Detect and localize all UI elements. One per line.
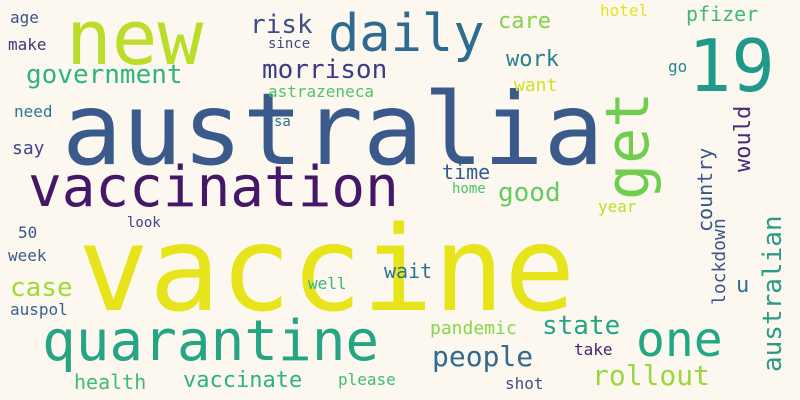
word-lockdown: lockdown: [709, 218, 730, 305]
word-care: care: [498, 9, 551, 34]
word-time: time: [442, 160, 491, 184]
word-would: would: [731, 105, 756, 172]
word-daily: daily: [328, 4, 485, 64]
word-please: please: [338, 370, 396, 389]
word-go: go: [668, 57, 688, 76]
word-need: need: [14, 102, 53, 121]
word-19: 19: [688, 24, 775, 108]
word-well: well: [308, 274, 347, 293]
word-vaccination: vaccination: [28, 155, 399, 220]
word-age: age: [10, 8, 39, 27]
word-vaccine: vaccine: [78, 200, 576, 338]
word-shot: shot: [505, 374, 544, 393]
word-get: get: [593, 91, 663, 200]
word-pandemic: pandemic: [430, 318, 517, 339]
word-since: since: [268, 36, 311, 52]
word-health: health: [74, 370, 147, 394]
word-one: one: [636, 312, 723, 368]
word-say: say: [12, 138, 45, 159]
word-state: state: [542, 311, 621, 341]
word-government: government: [26, 60, 183, 90]
word-rollout: rollout: [592, 359, 711, 392]
word-wait: wait: [384, 259, 433, 283]
word-pfizer: pfizer: [686, 2, 759, 26]
word-quarantine: quarantine: [42, 309, 380, 374]
word-hotel: hotel: [600, 1, 649, 20]
word-week: week: [8, 246, 47, 265]
word-people: people: [432, 340, 534, 373]
word-work: work: [506, 47, 559, 72]
word-year: year: [598, 197, 637, 216]
word-sa: sa: [274, 114, 291, 130]
word-new: new: [66, 0, 204, 82]
word-risk: risk: [250, 10, 313, 40]
word-auspol: auspol: [10, 300, 68, 319]
word-australian: australian: [758, 215, 788, 372]
word-australia: australia: [62, 71, 604, 188]
word-morrison: morrison: [262, 55, 388, 85]
word-good: good: [498, 178, 561, 208]
word-make: make: [8, 35, 47, 54]
word-take: take: [574, 340, 613, 359]
word-vaccinate: vaccinate: [183, 368, 303, 393]
word-u: u: [736, 273, 750, 298]
word-home: home: [452, 181, 486, 197]
word-astrazeneca: astrazeneca: [268, 82, 374, 101]
word-case: case: [10, 273, 73, 303]
word-look: look: [127, 215, 161, 231]
word-50: 50: [18, 223, 38, 242]
word-want: want: [514, 75, 558, 96]
